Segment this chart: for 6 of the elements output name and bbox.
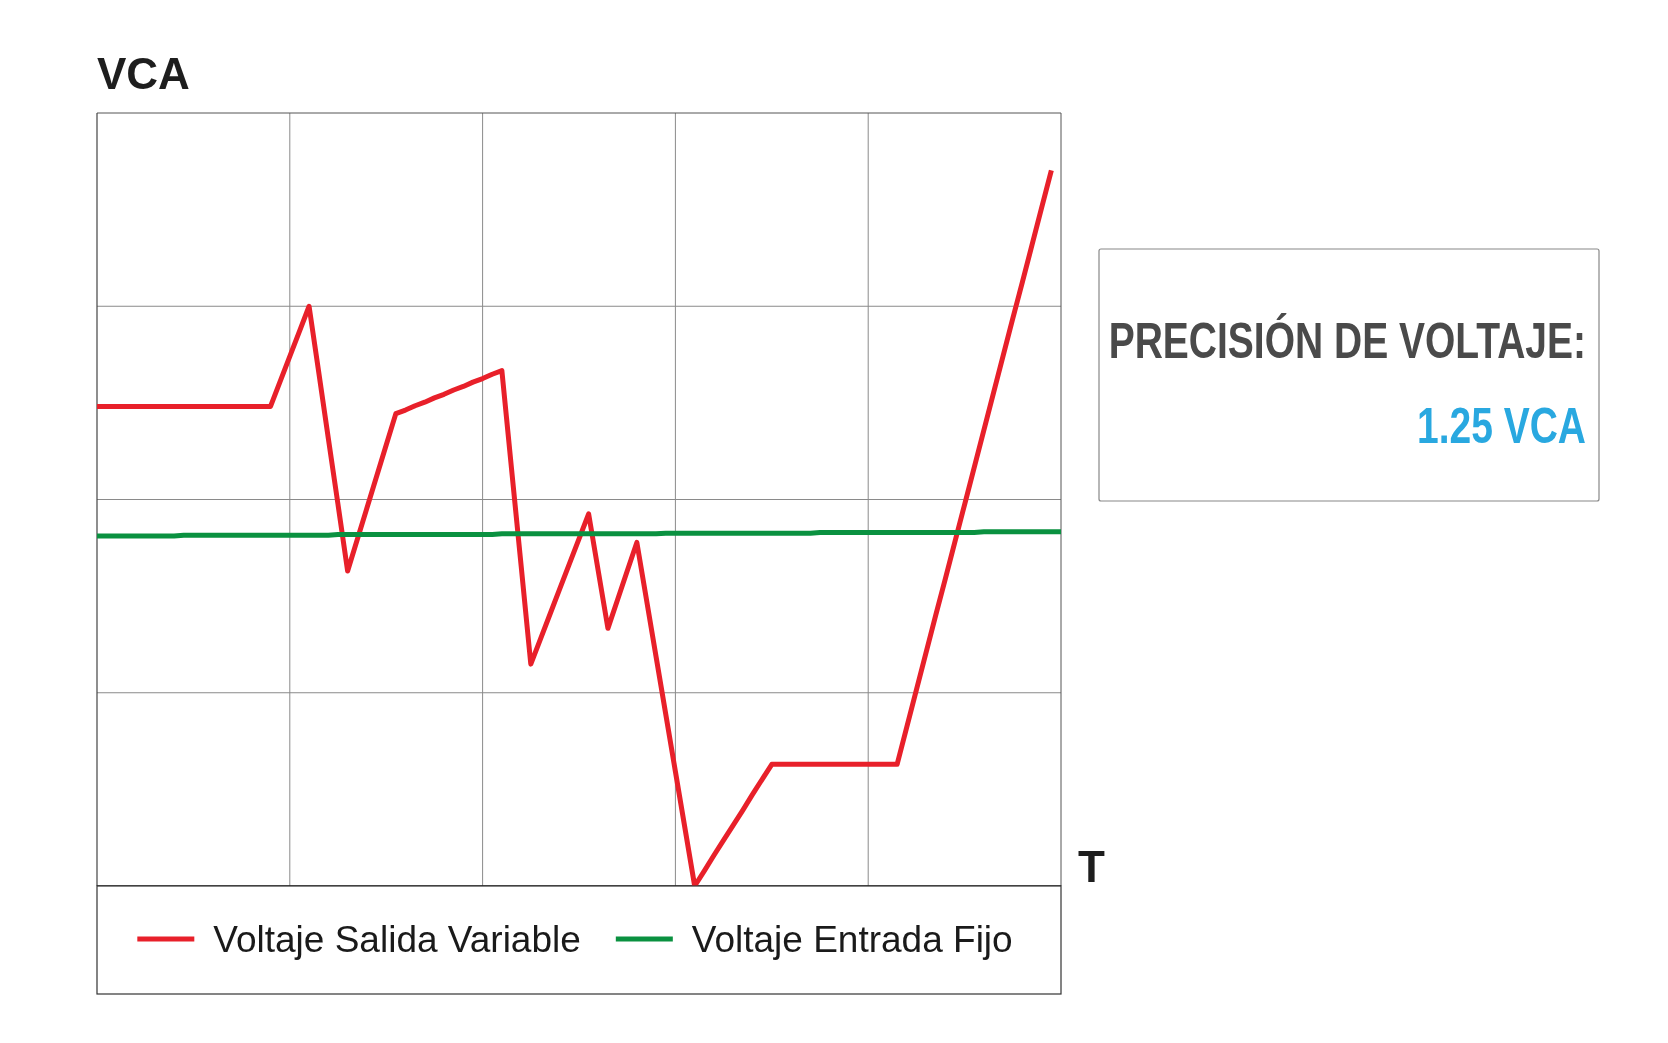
- y-axis-title: VCA: [97, 49, 190, 98]
- x-axis-title: T: [1078, 842, 1105, 891]
- legend-label: Voltaje Salida Variable: [213, 919, 581, 960]
- text: 1.25 VCA: [1416, 397, 1586, 455]
- text: PRECISIÓN DE VOLTAJE:: [1108, 312, 1586, 370]
- legend-label: Voltaje Entrada Fijo: [691, 919, 1013, 960]
